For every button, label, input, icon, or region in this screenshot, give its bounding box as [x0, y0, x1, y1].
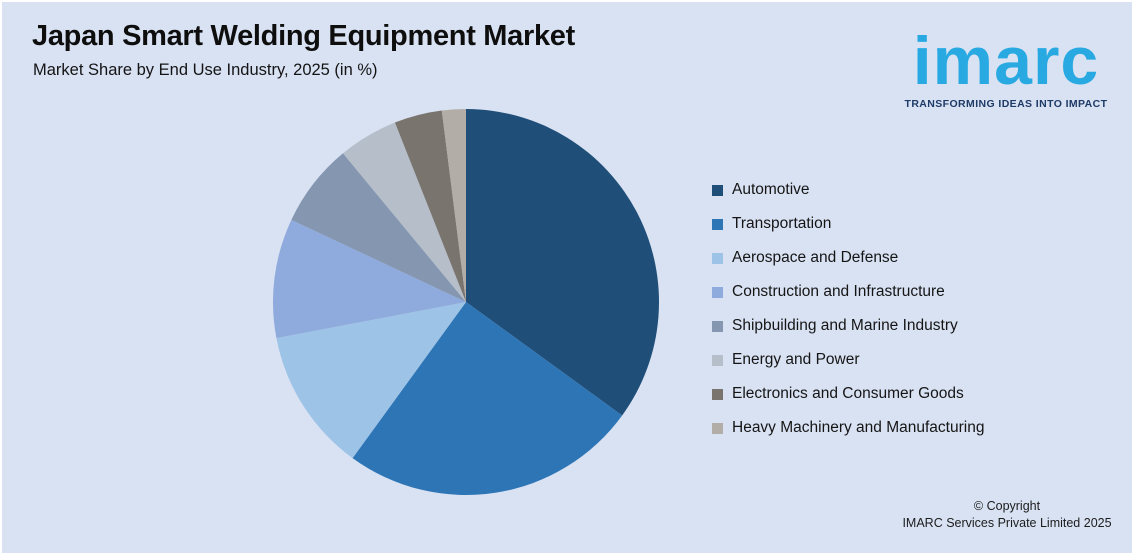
pie-slice-shipbuilding-and-marine-industry — [291, 153, 466, 302]
legend-swatch-icon — [712, 320, 723, 332]
imarc-logo: imarc TRANSFORMING IDEAS INTO IMPACT — [892, 12, 1120, 110]
legend-label: Aerospace and Defense — [732, 249, 899, 266]
legend-swatch-icon — [712, 354, 723, 366]
legend-label: Heavy Machinery and Manufacturing — [732, 419, 985, 436]
legend-label: Electronics and Consumer Goods — [732, 385, 964, 402]
legend-item-heavy-machinery-and-manufacturing: Heavy Machinery and Manufacturing — [712, 411, 984, 445]
pie-slice-heavy-machinery-and-manufacturing — [441, 109, 466, 302]
legend-label: Shipbuilding and Marine Industry — [732, 317, 958, 334]
legend-item-construction-and-infrastructure: Construction and Infrastructure — [712, 275, 984, 309]
copyright-line2: IMARC Services Private Limited 2025 — [902, 515, 1112, 530]
copyright-notice: © Copyright IMARC Services Private Limit… — [882, 498, 1132, 532]
pie-slice-transportation — [352, 302, 623, 495]
pie-slice-energy-and-power — [342, 122, 466, 302]
page-subtitle: Market Share by End Use Industry, 2025 (… — [33, 61, 378, 79]
legend-item-automotive: Automotive — [712, 173, 984, 207]
legend-label: Energy and Power — [732, 351, 860, 368]
legend-swatch-icon — [712, 184, 723, 196]
legend-item-energy-and-power: Energy and Power — [712, 343, 984, 377]
legend-swatch-icon — [712, 286, 723, 298]
pie-slice-automotive — [466, 109, 659, 416]
legend-label: Transportation — [732, 215, 832, 232]
legend-swatch-icon — [712, 252, 723, 264]
legend-item-aerospace-and-defense: Aerospace and Defense — [712, 241, 984, 275]
imarc-tagline: TRANSFORMING IDEAS INTO IMPACT — [904, 98, 1108, 110]
legend-swatch-icon — [712, 422, 723, 434]
legend: Automotive Transportation Aerospace and De… — [712, 173, 984, 445]
imarc-wordmark: imarc — [912, 23, 1100, 99]
page-title: Japan Smart Welding Equipment Market — [32, 20, 575, 52]
legend-label: Construction and Infrastructure — [732, 283, 945, 300]
legend-item-shipbuilding-and-marine-industry: Shipbuilding and Marine Industry — [712, 309, 984, 343]
legend-swatch-icon — [712, 388, 723, 400]
pie-slice-electronics-and-consumer-goods — [394, 110, 466, 303]
legend-item-electronics-and-consumer-goods: Electronics and Consumer Goods — [712, 377, 984, 411]
pie-slice-construction-and-infrastructure — [273, 219, 466, 339]
copyright-line1: © Copyright — [973, 499, 1041, 513]
legend-item-transportation: Transportation — [712, 207, 984, 241]
pie-chart — [273, 109, 659, 495]
legend-label: Automotive — [732, 181, 810, 198]
pie-chart-container — [273, 109, 659, 495]
pie-slice-aerospace-and-defense — [276, 302, 466, 459]
legend-swatch-icon — [712, 218, 723, 230]
